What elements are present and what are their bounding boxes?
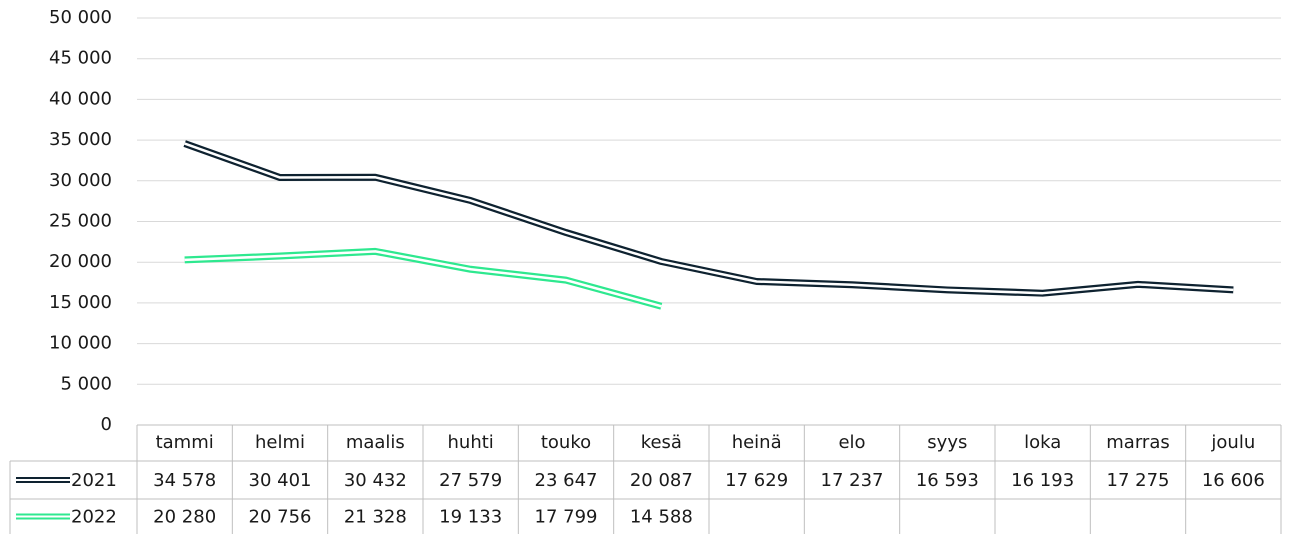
- x-tick-label: tammi: [156, 432, 214, 453]
- legend-label: 2021: [71, 470, 117, 491]
- x-tick-label: huhti: [448, 432, 494, 453]
- x-tick-label: helmi: [255, 432, 305, 453]
- x-tick-label: marras: [1106, 432, 1169, 453]
- table-value: 16 606: [1202, 470, 1265, 491]
- x-tick-label: elo: [838, 432, 865, 453]
- x-tick-label: kesä: [641, 432, 682, 453]
- table-value: 20 756: [249, 507, 312, 528]
- table-value: 19 133: [439, 507, 502, 528]
- table-value: 20 280: [153, 507, 216, 528]
- table-value: 17 237: [821, 470, 884, 491]
- y-tick-label: 25 000: [49, 211, 112, 232]
- table-value: 23 647: [535, 470, 598, 491]
- table-value: 34 578: [153, 470, 216, 491]
- x-tick-label: heinä: [732, 432, 782, 453]
- table-value: 17 629: [725, 470, 788, 491]
- table-value: 21 328: [344, 507, 407, 528]
- x-tick-label: maalis: [346, 432, 405, 453]
- y-tick-label: 15 000: [49, 292, 112, 313]
- x-tick-label: joulu: [1210, 432, 1255, 453]
- y-tick-label: 30 000: [49, 170, 112, 191]
- line-series-inner: [184, 250, 662, 308]
- y-tick-label: 35 000: [49, 129, 112, 150]
- y-tick-label: 45 000: [49, 48, 112, 69]
- table-value: 20 087: [630, 470, 693, 491]
- table-value: 27 579: [439, 470, 502, 491]
- table-value: 17 799: [535, 507, 598, 528]
- x-tick-label: syys: [927, 432, 967, 453]
- table-value: 14 588: [630, 507, 693, 528]
- table-value: 16 193: [1011, 470, 1074, 491]
- table-value: 16 593: [916, 470, 979, 491]
- y-tick-label: 50 000: [49, 7, 112, 28]
- legend-label: 2022: [71, 507, 117, 528]
- y-tick-label: 40 000: [49, 88, 112, 109]
- table-value: 17 275: [1107, 470, 1170, 491]
- y-tick-label: 0: [101, 414, 112, 435]
- y-tick-label: 20 000: [49, 251, 112, 272]
- table-value: 30 432: [344, 470, 407, 491]
- table-value: 30 401: [249, 470, 312, 491]
- x-tick-label: loka: [1024, 432, 1061, 453]
- x-tick-label: touko: [541, 432, 591, 453]
- y-tick-label: 5 000: [60, 373, 112, 394]
- y-tick-label: 10 000: [49, 333, 112, 354]
- line-series-inner: [184, 142, 1234, 295]
